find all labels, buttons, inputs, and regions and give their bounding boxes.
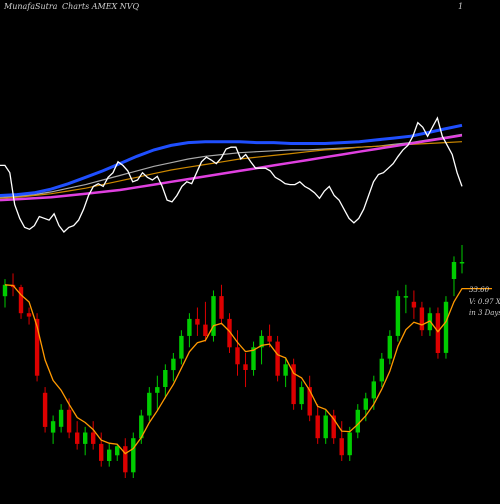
candle-body-8	[66, 409, 72, 433]
candle-body-0	[2, 284, 8, 297]
candle-body-14	[115, 446, 120, 456]
candle-body-51	[411, 301, 417, 308]
candle-body-17	[139, 415, 144, 439]
indicator-series-1	[0, 123, 463, 197]
candle-body-7	[58, 409, 64, 427]
brand-label: MunafaSutra	[4, 2, 58, 11]
candle-body-18	[147, 392, 152, 416]
price-annotation: 33.60	[469, 286, 490, 294]
candle-body-11	[91, 432, 96, 444]
candle-body-3	[26, 313, 32, 317]
candle-body-49	[395, 296, 401, 336]
candle-body-40	[323, 415, 328, 439]
candle-body-48	[387, 335, 392, 359]
candle-body-37	[299, 387, 304, 405]
candle-body-33	[267, 335, 272, 342]
candle-body-43	[347, 432, 352, 456]
indicator-series-0	[0, 116, 463, 233]
ema-line	[4, 284, 492, 455]
candle-body-26	[211, 296, 216, 336]
candle-body-42	[339, 438, 344, 456]
candle-body-47	[379, 358, 384, 382]
candle-body-29	[235, 347, 240, 365]
volume-annotation: V: 0.97 X	[469, 298, 500, 306]
candle-body-41	[331, 415, 336, 439]
candle-body-13	[107, 449, 112, 461]
candle-body-9	[75, 432, 80, 444]
candle-body-15	[123, 446, 128, 473]
candle-body-2	[18, 287, 24, 314]
price-panel	[2, 245, 492, 478]
candle-body-39	[315, 415, 320, 439]
candle-body-20	[163, 370, 168, 387]
header-right-label: 1	[458, 2, 464, 11]
candle-body-45	[363, 398, 368, 410]
candle-body-24	[195, 318, 200, 325]
candle-body-6	[50, 421, 56, 433]
candle-body-23	[187, 318, 192, 336]
days-annotation: in 3 Days	[469, 309, 500, 317]
candle-body-56	[451, 262, 457, 279]
candle-body-36	[291, 364, 296, 405]
candle-body-5	[42, 392, 48, 427]
candle-body-34	[275, 341, 280, 376]
candle-body-21	[171, 358, 176, 371]
ticker-label: Charts AMEX NVQ	[62, 2, 140, 11]
indicator-series-2	[0, 134, 463, 202]
candle-body-57	[459, 262, 465, 264]
candle-body-50	[403, 296, 409, 298]
candle-body-54	[435, 313, 441, 353]
candle-body-22	[179, 335, 184, 359]
candle-body-16	[131, 438, 136, 473]
indicator-series-3	[0, 141, 463, 199]
candle-body-52	[419, 307, 425, 331]
candle-body-55	[443, 301, 449, 353]
candle-body-38	[307, 387, 312, 416]
candle-body-44	[355, 409, 360, 433]
candle-body-10	[83, 432, 88, 444]
candle-body-32	[259, 335, 264, 348]
candle-body-25	[203, 324, 208, 336]
indicator-panel	[0, 116, 463, 233]
candle-body-12	[99, 443, 104, 461]
candle-body-19	[155, 387, 160, 393]
candle-body-28	[227, 318, 232, 348]
candle-body-31	[251, 347, 256, 370]
candle-body-30	[243, 364, 248, 370]
candle-body-35	[283, 364, 288, 376]
candle-body-27	[219, 296, 224, 319]
candle-body-46	[371, 381, 376, 399]
candle-body-4	[34, 318, 40, 376]
